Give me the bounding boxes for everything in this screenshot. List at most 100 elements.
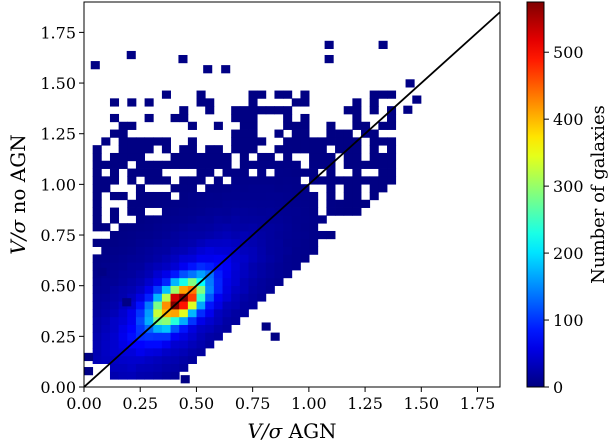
- heatmap-bin: [231, 277, 241, 286]
- heatmap-bin: [326, 230, 336, 240]
- heatmap-bin: [231, 176, 241, 185]
- heatmap-bin: [239, 262, 249, 271]
- heatmap-bin: [118, 191, 128, 201]
- heatmap-bin: [343, 184, 353, 193]
- heatmap-bin: [187, 277, 197, 286]
- heatmap-bin: [300, 215, 310, 224]
- heatmap-bin: [118, 262, 128, 271]
- heatmap-bin: [127, 332, 137, 341]
- heatmap-bin: [135, 191, 145, 201]
- heatmap-bin: [196, 176, 206, 185]
- heatmap-bin: [291, 246, 301, 255]
- heatmap-bin: [343, 176, 353, 185]
- heatmap-bin: [196, 308, 206, 318]
- heatmap-bin: [291, 215, 301, 224]
- heatmap-bins: [84, 40, 422, 384]
- heatmap-bin: [109, 129, 120, 138]
- heatmap-bin: [291, 184, 301, 193]
- heatmap-bin: [187, 332, 197, 341]
- heatmap-bin: [352, 168, 362, 177]
- heatmap-bin: [109, 332, 120, 341]
- heatmap-bin: [274, 168, 284, 177]
- heatmap-bin: [309, 191, 319, 201]
- heatmap-bin: [101, 262, 111, 271]
- heatmap-bin: [144, 277, 154, 286]
- x-tick-label: 1.50: [403, 394, 439, 413]
- heatmap-bin: [179, 316, 189, 325]
- heatmap-bin: [387, 145, 397, 154]
- heatmap-bin: [179, 191, 189, 201]
- heatmap-bin: [127, 207, 137, 216]
- heatmap-bin: [213, 121, 223, 130]
- heatmap-bin: [196, 215, 206, 224]
- heatmap-bin: [144, 308, 154, 318]
- heatmap-bin: [257, 262, 267, 271]
- heatmap-bin: [231, 301, 241, 310]
- heatmap-bin: [187, 355, 197, 364]
- heatmap-bin: [101, 246, 111, 255]
- heatmap-bin: [127, 223, 137, 232]
- heatmap-bin: [231, 137, 241, 146]
- heatmap-bin: [109, 293, 120, 302]
- heatmap-bin: [101, 285, 111, 294]
- heatmap-bin: [222, 285, 232, 294]
- heatmap-bin: [257, 168, 267, 177]
- heatmap-bin: [352, 199, 362, 208]
- heatmap-bin: [179, 230, 189, 240]
- heatmap-bin: [205, 145, 215, 154]
- heatmap-bin: [179, 207, 189, 216]
- heatmap-bin: [205, 277, 215, 286]
- heatmap-bin: [187, 199, 197, 208]
- heatmap-bin: [135, 145, 145, 154]
- heatmap-bin: [153, 176, 163, 185]
- heatmap-bin: [231, 230, 241, 240]
- heatmap-bin: [213, 207, 223, 216]
- heatmap-bin: [109, 168, 120, 177]
- heatmap-bin: [274, 160, 284, 169]
- heatmap-bin: [257, 246, 267, 255]
- heatmap-bin: [161, 363, 171, 372]
- heatmap-bin: [118, 324, 128, 333]
- heatmap-bin: [248, 145, 258, 154]
- heatmap-bin: [239, 106, 249, 115]
- heatmap-bin: [205, 285, 215, 294]
- heatmap-bin: [248, 246, 258, 255]
- heatmap-bin: [187, 293, 197, 302]
- heatmap-bin: [127, 347, 137, 357]
- heatmap-bin: [291, 254, 301, 263]
- heatmap-bin: [179, 277, 189, 286]
- heatmap-bin: [180, 375, 190, 384]
- heatmap-bin: [153, 347, 163, 357]
- heatmap-bin: [378, 137, 388, 146]
- heatmap-bin: [118, 160, 128, 169]
- heatmap-bin: [283, 160, 293, 169]
- heatmap-bin: [300, 121, 310, 130]
- heatmap-bin: [248, 254, 258, 263]
- heatmap-bin: [343, 129, 353, 138]
- heatmap-bin: [144, 347, 154, 357]
- heatmap-bin: [231, 254, 241, 263]
- heatmap-bin: [196, 98, 206, 107]
- heatmap-bin: [326, 191, 336, 201]
- heatmap-bin: [196, 246, 206, 255]
- heatmap-bin: [122, 298, 132, 307]
- heatmap-bin: [257, 106, 267, 115]
- heatmap-bin: [265, 269, 275, 279]
- heatmap-bin: [170, 215, 180, 224]
- heatmap-bin: [283, 152, 293, 162]
- heatmap-bin: [101, 277, 111, 286]
- heatmap-bin: [153, 285, 163, 294]
- heatmap-bin: [387, 90, 397, 99]
- heatmap-bin: [153, 215, 163, 224]
- heatmap-bin: [291, 129, 301, 138]
- heatmap-bin: [369, 137, 379, 146]
- heatmap-bin: [92, 184, 102, 193]
- heatmap-bin: [127, 324, 137, 333]
- heatmap-bin: [109, 285, 120, 294]
- heatmap-bin: [265, 238, 275, 247]
- heatmap-bin: [261, 322, 271, 331]
- heatmap-bin: [265, 285, 275, 294]
- heatmap-bin: [274, 254, 284, 263]
- heatmap-bin: [127, 285, 137, 294]
- heatmap-bin: [231, 191, 241, 201]
